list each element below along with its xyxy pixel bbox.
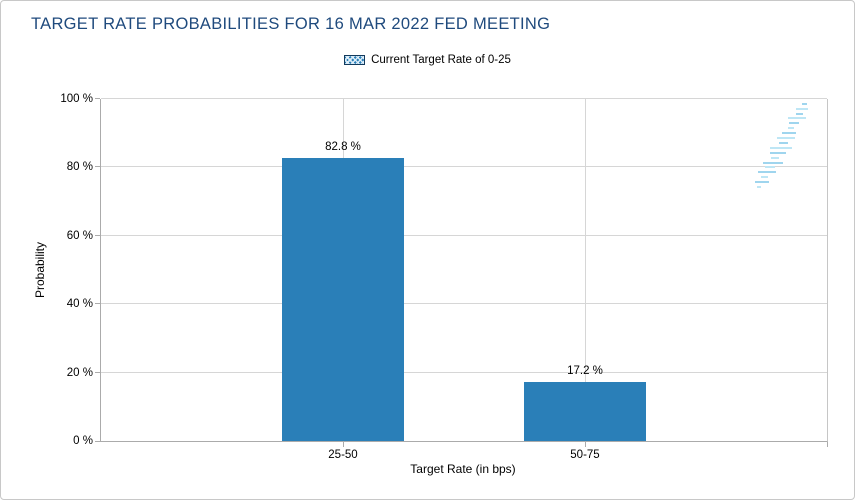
- x-tick-label: 50-75: [570, 449, 600, 461]
- watermark-dash: [787, 117, 806, 120]
- watermark-dash: [762, 161, 783, 164]
- watermark-dash: [769, 151, 786, 154]
- y-tick-label: 100 %: [60, 93, 93, 105]
- watermark-dash: [771, 156, 780, 159]
- watermark-dash: [802, 102, 808, 105]
- y-tick-label: 0 %: [73, 435, 93, 447]
- watermark-dash: [781, 132, 796, 135]
- y-axis-tick: [95, 441, 100, 442]
- bar-25-50: [282, 158, 404, 441]
- watermark-dash: [789, 122, 800, 125]
- legend-label: Current Target Rate of 0-25: [371, 54, 511, 66]
- y-axis-tick: [95, 372, 100, 373]
- watermark-dash: [796, 112, 803, 115]
- y-gridline: [101, 303, 827, 304]
- y-gridline: [101, 235, 827, 236]
- legend[interactable]: Current Target Rate of 0-25: [1, 54, 854, 66]
- y-tick-label: 60 %: [66, 230, 93, 242]
- chart-title: TARGET RATE PROBABILITIES FOR 16 MAR 202…: [31, 15, 551, 33]
- watermark-dash: [758, 171, 777, 174]
- bar-value-label: 82.8 %: [325, 141, 361, 153]
- x-axis-tick: [585, 442, 586, 447]
- x-axis-tick: [343, 442, 344, 447]
- watermark-dash: [796, 107, 809, 110]
- x-axis-title: Target Rate (in bps): [410, 462, 516, 476]
- y-axis-tick: [95, 303, 100, 304]
- y-tick-label: 80 %: [66, 161, 93, 173]
- y-tick-label: 40 %: [66, 298, 93, 310]
- x-tick-label: 25-50: [328, 449, 358, 461]
- y-gridline: [101, 372, 827, 373]
- y-axis-title: Probability: [33, 241, 47, 299]
- y-axis-tick: [95, 235, 100, 236]
- watermark-dash: [769, 146, 792, 149]
- y-axis-tick: [95, 166, 100, 167]
- bar-50-75: [524, 382, 646, 441]
- y-gridline: [101, 98, 827, 99]
- watermark-dash: [777, 137, 795, 139]
- watermark-dash: [757, 186, 761, 188]
- y-gridline: [101, 166, 827, 167]
- x-axis-tick-right-edge: [827, 442, 828, 447]
- bar-value-label: 17.2 %: [567, 365, 603, 377]
- watermark-dash: [764, 166, 775, 169]
- watermark-dash: [760, 176, 768, 179]
- y-axis-tick: [95, 98, 100, 99]
- y-tick-label: 20 %: [66, 367, 93, 379]
- x-gridline: [585, 99, 586, 441]
- legend-swatch-icon: [344, 55, 366, 65]
- watermark-dash: [788, 127, 795, 130]
- watermark-dash: [778, 141, 788, 144]
- watermark-dash: [754, 181, 769, 184]
- plot-area: Q 0 %20 %40 %60 %80 %100 %82.8 %25-5017.…: [60, 93, 828, 461]
